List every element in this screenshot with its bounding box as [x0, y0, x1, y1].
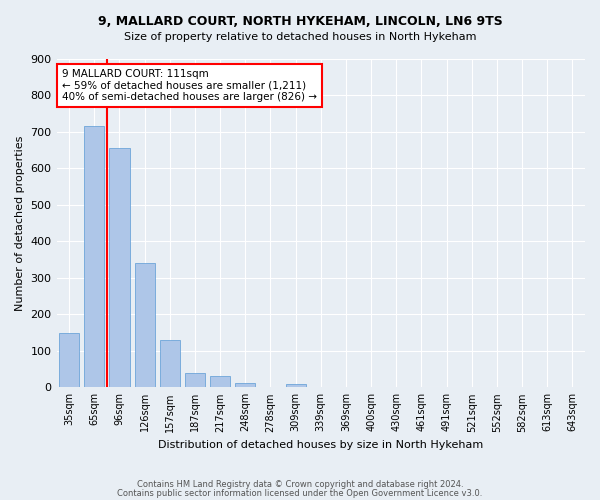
Text: 9 MALLARD COURT: 111sqm
← 59% of detached houses are smaller (1,211)
40% of semi: 9 MALLARD COURT: 111sqm ← 59% of detache… — [62, 69, 317, 102]
Bar — [286, 384, 305, 388]
Bar — [235, 383, 256, 388]
Text: Contains HM Land Registry data © Crown copyright and database right 2024.: Contains HM Land Registry data © Crown c… — [137, 480, 463, 489]
Bar — [84, 126, 104, 388]
Text: Size of property relative to detached houses in North Hykeham: Size of property relative to detached ho… — [124, 32, 476, 42]
Text: 9, MALLARD COURT, NORTH HYKEHAM, LINCOLN, LN6 9TS: 9, MALLARD COURT, NORTH HYKEHAM, LINCOLN… — [98, 15, 502, 28]
Bar — [59, 332, 79, 388]
Bar — [109, 148, 130, 388]
Bar — [210, 376, 230, 388]
Bar — [160, 340, 180, 388]
Bar — [185, 372, 205, 388]
X-axis label: Distribution of detached houses by size in North Hykeham: Distribution of detached houses by size … — [158, 440, 484, 450]
Bar — [134, 264, 155, 388]
Y-axis label: Number of detached properties: Number of detached properties — [15, 136, 25, 311]
Text: Contains public sector information licensed under the Open Government Licence v3: Contains public sector information licen… — [118, 489, 482, 498]
